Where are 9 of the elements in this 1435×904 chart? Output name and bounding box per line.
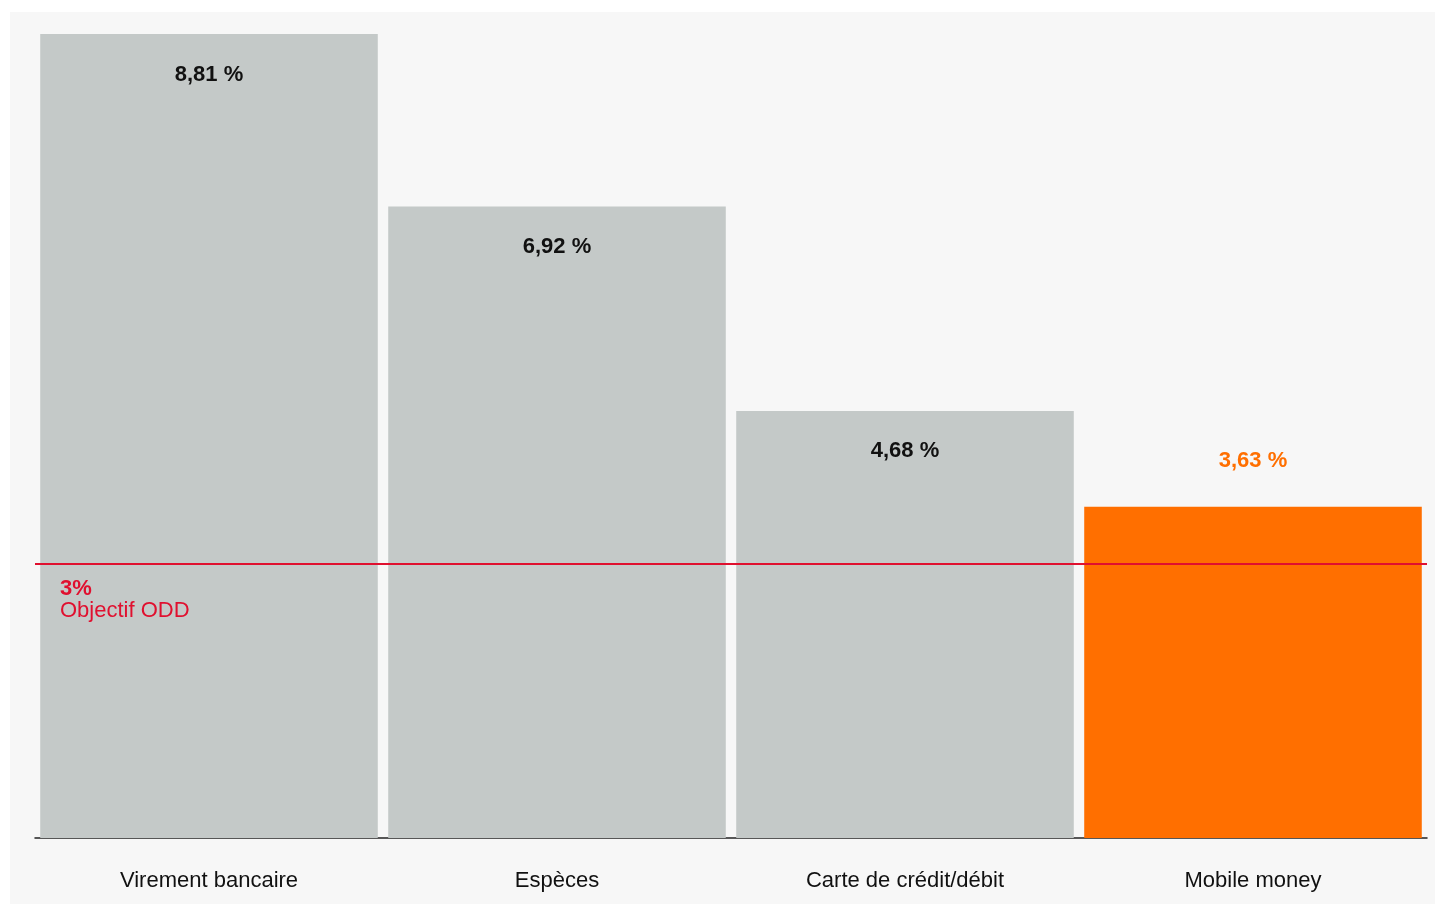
x-tick-label: Carte de crédit/débit bbox=[805, 866, 1005, 892]
data-label: 6,92 % bbox=[522, 232, 592, 258]
x-tick-label: Espèces bbox=[514, 866, 600, 892]
x-tick-label: Virement bancaire bbox=[119, 866, 299, 892]
ref-line-label: 3% Objectif ODD bbox=[60, 574, 190, 622]
data-label: 3,63 % bbox=[1218, 447, 1288, 473]
data-label: 8,81 % bbox=[174, 60, 244, 86]
data-label: 4,68 % bbox=[870, 437, 940, 463]
x-tick-label: Mobile money bbox=[1184, 866, 1322, 892]
